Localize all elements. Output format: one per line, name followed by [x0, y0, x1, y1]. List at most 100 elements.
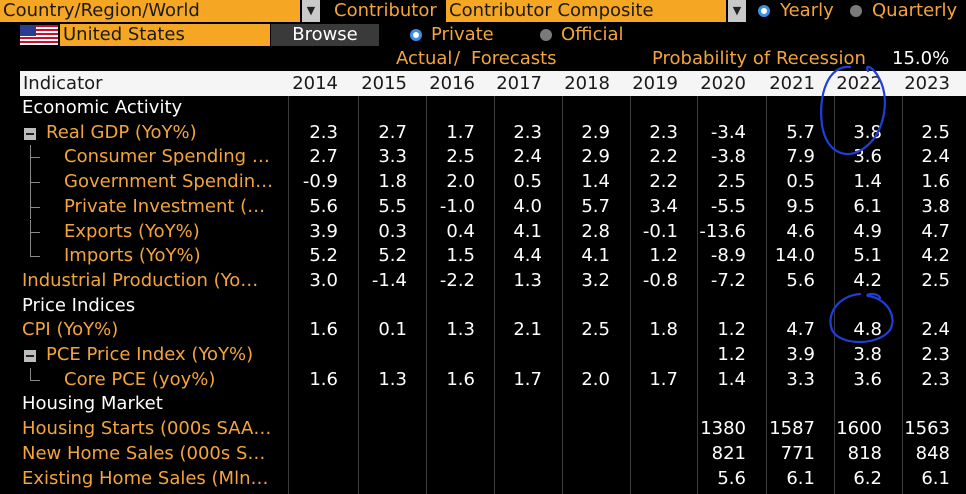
value-cell-2021[interactable]: 1587	[769, 418, 815, 440]
value-cell-2014[interactable]: 2.7	[309, 146, 338, 168]
official-radio[interactable]	[540, 29, 552, 41]
table-row[interactable]: Government Spendin… -0.9 1.8 2.0 0.5 1.4 2.2 2.…	[20, 170, 966, 195]
value-cell-2015[interactable]: 1.3	[378, 368, 407, 390]
value-cell-2017[interactable]: 2.1	[513, 319, 542, 341]
value-cell-2019[interactable]: -0.8	[642, 269, 678, 291]
value-cell-2019[interactable]: 2.2	[649, 146, 678, 168]
value-cell-2019[interactable]: 3.4	[649, 195, 678, 217]
table-row[interactable]: CPI (YoY%) 1.6 0.1 1.3 2.1 2.5 1.8 1.2 4.7 4.8 2.4	[20, 318, 966, 343]
value-cell-2020[interactable]: -5.5	[710, 195, 746, 217]
collapse-icon[interactable]	[24, 127, 36, 140]
country-value-field[interactable]: United States	[60, 24, 270, 46]
value-cell-2021[interactable]: 6.1	[786, 467, 815, 489]
value-cell-2020[interactable]: 1.4	[717, 368, 746, 390]
value-cell-2023[interactable]: 2.5	[921, 121, 950, 143]
value-cell-2019[interactable]: 1.8	[649, 319, 678, 341]
value-cell-2016[interactable]: -1.0	[439, 195, 475, 217]
value-cell-2022[interactable]: 3.8	[853, 121, 882, 143]
contributor-dropdown[interactable]: Contributor Composite	[446, 0, 726, 22]
value-cell-2016[interactable]: 2.0	[446, 171, 475, 193]
value-cell-2019[interactable]: -0.1	[642, 220, 678, 242]
value-cell-2020[interactable]: -13.6	[699, 220, 746, 242]
table-row[interactable]: Imports (YoY%) 5.2 5.2 1.5 4.4 4.1 1.2 -8.9 14.0…	[20, 244, 966, 269]
value-cell-2023[interactable]: 2.5	[921, 269, 950, 291]
value-cell-2018[interactable]: 2.9	[581, 146, 610, 168]
value-cell-2016[interactable]: 0.4	[446, 220, 475, 242]
value-cell-2018[interactable]: 2.5	[581, 319, 610, 341]
value-cell-2018[interactable]: 1.4	[581, 171, 610, 193]
value-cell-2022[interactable]: 3.8	[853, 344, 882, 365]
value-cell-2020[interactable]: -8.9	[710, 245, 746, 267]
value-cell-2017[interactable]: 2.3	[513, 121, 542, 143]
value-cell-2023[interactable]: 1.6	[921, 171, 950, 193]
value-cell-2016[interactable]: 1.3	[446, 319, 475, 341]
value-cell-2022[interactable]: 3.6	[853, 146, 882, 168]
table-row[interactable]: Private Investment (… 5.6 5.5 -1.0 4.0 5.7 3.4…	[20, 194, 966, 220]
value-cell-2017[interactable]: 2.4	[513, 146, 542, 168]
value-cell-2019[interactable]: 2.3	[649, 121, 678, 143]
country-dropdown-arrow-icon[interactable]: ▼	[302, 0, 320, 22]
value-cell-2023[interactable]: 4.7	[921, 220, 950, 242]
year-column-header-0[interactable]: 2014	[292, 73, 338, 94]
country-dropdown[interactable]: Country/Region/World	[0, 0, 300, 22]
value-cell-2017[interactable]: 0.5	[513, 171, 542, 193]
value-cell-2021[interactable]: 0.5	[786, 171, 815, 193]
value-cell-2016[interactable]: 1.6	[446, 368, 475, 390]
table-row[interactable]: Existing Home Sales (Mln… 5.6 6.1 6.2 6.1	[20, 467, 966, 492]
year-column-header-1[interactable]: 2015	[361, 73, 407, 94]
value-cell-2020[interactable]: -3.4	[710, 121, 746, 143]
value-cell-2022[interactable]: 6.1	[853, 195, 882, 217]
value-cell-2017[interactable]: 4.1	[513, 220, 542, 242]
table-row[interactable]: PCE Price Index (YoY%) 1.2 3.9 3.8 2.3	[20, 343, 966, 368]
value-cell-2018[interactable]: 3.2	[581, 269, 610, 291]
value-cell-2015[interactable]: 1.8	[378, 171, 407, 193]
value-cell-2014[interactable]: 1.6	[309, 368, 338, 390]
value-cell-2021[interactable]: 3.3	[786, 368, 815, 390]
table-row[interactable]: Core PCE (yoy%) 1.6 1.3 1.6 1.7 2.0 1.7 1.4 3.3 3…	[20, 367, 966, 393]
value-cell-2019[interactable]: 2.2	[649, 171, 678, 193]
table-row[interactable]: Housing Starts (000s SAA… 1380 1587 1600 156…	[20, 417, 966, 442]
year-column-header-5[interactable]: 2019	[632, 73, 678, 94]
yearly-radio[interactable]	[758, 5, 770, 17]
value-cell-2019[interactable]: 1.7	[649, 368, 678, 390]
year-column-header-9[interactable]: 2023	[904, 73, 950, 94]
value-cell-2017[interactable]: 4.0	[513, 195, 542, 217]
table-row[interactable]: Exports (YoY%) 3.9 0.3 0.4 4.1 2.8 -0.1 -13.6 4.…	[20, 219, 966, 245]
year-column-header-4[interactable]: 2018	[564, 73, 610, 94]
value-cell-2021[interactable]: 3.9	[786, 344, 815, 365]
contributor-dropdown-arrow-icon[interactable]: ▼	[728, 0, 746, 22]
value-cell-2015[interactable]: 0.3	[378, 220, 407, 242]
value-cell-2021[interactable]: 771	[780, 442, 815, 464]
value-cell-2022[interactable]: 5.1	[853, 245, 882, 267]
value-cell-2017[interactable]: 4.4	[513, 245, 542, 267]
value-cell-2023[interactable]: 2.4	[921, 319, 950, 341]
value-cell-2023[interactable]: 6.1	[921, 467, 950, 489]
table-row[interactable]: Consumer Spending … 2.7 3.3 2.5 2.4 2.9 2.2 -3.…	[20, 145, 966, 171]
value-cell-2015[interactable]: 3.3	[378, 146, 407, 168]
value-cell-2023[interactable]: 2.4	[921, 146, 950, 168]
yearly-label[interactable]: Yearly	[780, 0, 834, 21]
table-row[interactable]: Real GDP (YoY%) 2.3 2.7 1.7 2.3 2.9 2.3 -3.4 5.7…	[20, 121, 966, 146]
value-cell-2014[interactable]: 5.2	[309, 245, 338, 267]
table-row[interactable]: Industrial Production (Yo… 3.0 -1.4 -2.2 1.3…	[20, 269, 966, 294]
value-cell-2023[interactable]: 848	[915, 442, 950, 464]
value-cell-2021[interactable]: 7.9	[786, 146, 815, 168]
value-cell-2018[interactable]: 2.8	[581, 220, 610, 242]
quarterly-radio[interactable]	[850, 5, 862, 17]
value-cell-2020[interactable]: 1.2	[717, 344, 746, 365]
year-column-header-7[interactable]: 2021	[769, 73, 815, 94]
value-cell-2022[interactable]: 4.9	[853, 220, 882, 242]
value-cell-2020[interactable]: -7.2	[710, 269, 746, 291]
value-cell-2021[interactable]: 4.7	[786, 319, 815, 341]
value-cell-2016[interactable]: 1.7	[446, 121, 475, 143]
value-cell-2014[interactable]: -0.9	[302, 171, 338, 193]
value-cell-2020[interactable]: 1380	[700, 418, 746, 440]
value-cell-2018[interactable]: 5.7	[581, 195, 610, 217]
value-cell-2022[interactable]: 4.8	[853, 319, 882, 341]
year-column-header-3[interactable]: 2017	[496, 73, 542, 94]
value-cell-2016[interactable]: 1.5	[446, 245, 475, 267]
value-cell-2019[interactable]: 1.2	[649, 245, 678, 267]
value-cell-2023[interactable]: 1563	[904, 418, 950, 440]
value-cell-2015[interactable]: 5.2	[378, 245, 407, 267]
quarterly-label[interactable]: Quarterly	[872, 0, 958, 21]
